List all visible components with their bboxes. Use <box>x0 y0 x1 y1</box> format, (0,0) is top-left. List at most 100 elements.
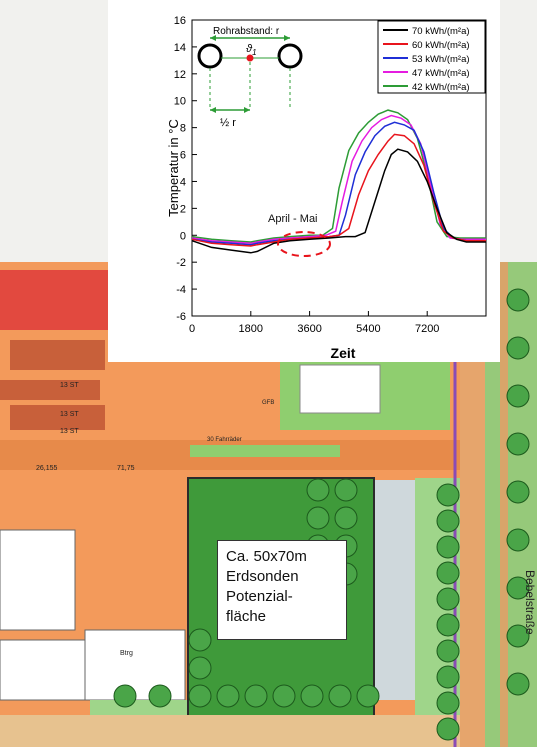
tree-icon <box>272 684 296 708</box>
x-tick-label: 5400 <box>356 323 380 335</box>
x-tick-label: 3600 <box>297 323 321 335</box>
legend-entry: 60 kWh/(m²a) <box>412 40 470 51</box>
building-label: GFB <box>262 400 274 406</box>
y-tick-label: 12 <box>174 69 186 81</box>
building-label: 13 ST <box>60 382 79 389</box>
y-tick-label: 2 <box>180 203 186 215</box>
tree-icon <box>188 628 212 652</box>
callout-line-2: Erdsonden <box>226 568 299 585</box>
building-north <box>299 364 381 414</box>
tree-icon <box>506 672 530 696</box>
building-hatched-3 <box>0 380 100 400</box>
tree-icon <box>436 587 460 611</box>
tree-icon <box>436 639 460 663</box>
tree-icon <box>328 684 352 708</box>
x-tick-label: 0 <box>189 323 195 335</box>
building-label: 13 ST <box>60 428 79 435</box>
paved-strip <box>375 480 415 700</box>
tree-icon <box>436 717 460 741</box>
building-southwest <box>0 639 86 701</box>
tree-icon <box>506 576 530 600</box>
pipe-left-icon <box>197 43 223 69</box>
series-line-3 <box>191 114 486 245</box>
building-hatched-1 <box>0 270 110 330</box>
dimension-label: 26,155 <box>36 465 58 472</box>
tree-icon <box>216 684 240 708</box>
series-line-0 <box>191 148 486 254</box>
callout-line-1: Ca. 50x70m <box>226 548 307 565</box>
tree-icon <box>436 691 460 715</box>
y-tick-label: 0 <box>180 230 186 242</box>
tree-icon <box>148 684 172 708</box>
april-mai-label: April - Mai <box>268 213 318 225</box>
tree-icon <box>244 684 268 708</box>
building-label: Btrg <box>120 650 133 657</box>
chart-panel: -6 -4 -2 0 2 4 6 8 10 12 14 16 0 1800 3600 5400 7200 Ap… <box>108 0 500 362</box>
april-mai-marker <box>277 231 331 257</box>
half-arrowhead-right-icon <box>244 107 250 113</box>
tree-icon <box>306 506 330 530</box>
tree-icon <box>113 684 137 708</box>
legend-entry: 47 kWh/(m²a) <box>412 68 470 79</box>
legend: 70 kWh/(m²a) 60 kWh/(m²a) 53 kWh/(m²a) 47 k… <box>377 20 486 94</box>
series-line-2 <box>191 121 486 246</box>
sidewalk-south <box>0 715 460 747</box>
building-west <box>0 529 76 631</box>
tree-icon <box>436 483 460 507</box>
tree-icon <box>188 656 212 680</box>
tree-icon <box>506 528 530 552</box>
x-axis-ticks: 0 1800 3600 5400 7200 <box>189 311 439 335</box>
tree-icon <box>506 384 530 408</box>
tree-icon <box>436 535 460 559</box>
y-axis-label: Temperatur in °C <box>166 119 181 217</box>
y-tick-label: 16 <box>174 15 186 27</box>
tree-icon <box>356 684 380 708</box>
street-name-label: Bebelstraße <box>523 570 537 635</box>
tree-icon <box>436 561 460 585</box>
tree-icon <box>436 665 460 689</box>
building-hatched-2 <box>10 340 105 370</box>
pipe-right-icon <box>277 43 303 69</box>
half-arrowhead-left-icon <box>210 107 216 113</box>
arrowhead-left-icon <box>210 35 216 41</box>
y-tick-label: -6 <box>176 311 186 323</box>
tree-icon <box>188 684 212 708</box>
tree-icon <box>436 613 460 637</box>
y-tick-label: 10 <box>174 96 186 108</box>
y-axis-ticks: -6 -4 -2 0 2 4 6 8 10 12 14 16 <box>174 15 197 323</box>
inset-title: Rohrabstand: r <box>213 26 280 37</box>
tree-icon <box>300 684 324 708</box>
y-tick-label: -4 <box>176 284 186 296</box>
tree-icon <box>436 509 460 533</box>
tree-icon <box>506 288 530 312</box>
legend-entry: 53 kWh/(m²a) <box>412 54 470 65</box>
street-lane <box>500 262 508 747</box>
tree-icon <box>506 432 530 456</box>
y-tick-label: 8 <box>180 123 186 135</box>
y-tick-label: 14 <box>174 42 186 54</box>
tree-icon <box>334 506 358 530</box>
building-hatched-4 <box>10 405 105 430</box>
tree-icon <box>506 336 530 360</box>
legend-entry: 70 kWh/(m²a) <box>412 26 470 37</box>
legend-entry: 42 kWh/(m²a) <box>412 82 470 93</box>
tree-icon <box>334 478 358 502</box>
tree-icon <box>306 478 330 502</box>
inset-symbol: ϑ1 <box>246 43 257 57</box>
tree-icon <box>506 480 530 504</box>
callout-line-3: Potenzial- <box>226 588 293 605</box>
x-axis-label: Zeit <box>331 345 356 361</box>
y-tick-label: 4 <box>180 176 186 188</box>
pipe-spacing-inset: Rohrabstand: r ϑ1 ½ r <box>197 26 303 129</box>
temperature-chart: -6 -4 -2 0 2 4 6 8 10 12 14 16 0 1800 3600 5400 7200 Ap… <box>166 15 487 361</box>
arrowhead-right-icon <box>284 35 290 41</box>
inset-half-label: ½ r <box>220 117 236 129</box>
callout-line-4: fläche <box>226 608 267 625</box>
building-label: 30 Fahrräder <box>207 437 242 443</box>
series-line-1 <box>191 133 486 247</box>
bike-parking-strip <box>190 445 340 457</box>
tree-icon <box>506 624 530 648</box>
x-tick-label: 1800 <box>239 323 263 335</box>
building-label: 13 ST <box>60 411 79 418</box>
